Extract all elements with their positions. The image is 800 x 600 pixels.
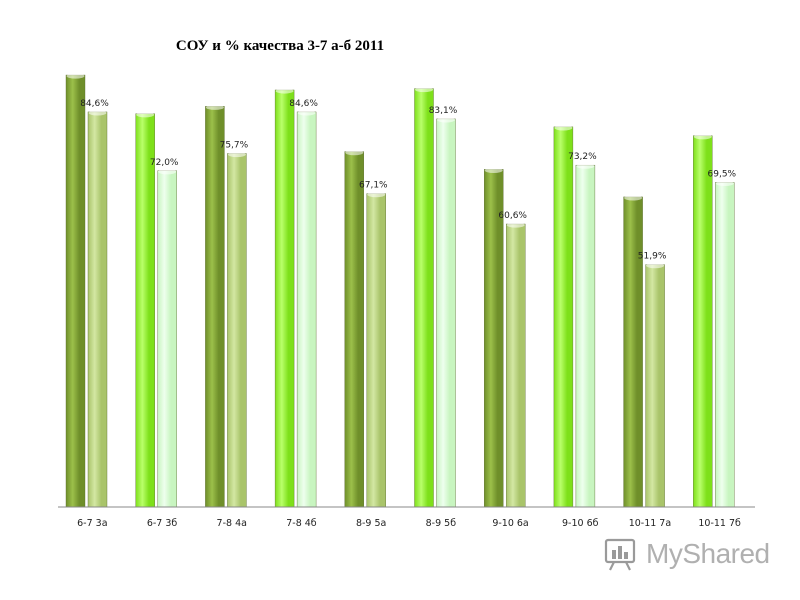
bar-series1-5	[414, 86, 434, 508]
data-label: 84,6%	[289, 99, 318, 109]
data-label: 72,0%	[150, 158, 179, 168]
x-tick-label: 6-7 3б	[147, 518, 178, 529]
x-tick-label: 9-10 6а	[492, 518, 528, 529]
x-tick-label: 10-11 7а	[629, 518, 672, 529]
watermark-text: MyShared	[646, 538, 770, 569]
x-tick-label: 7-8 4б	[286, 518, 317, 529]
bar-series1-7	[553, 125, 574, 508]
data-label: 69,5%	[708, 169, 737, 179]
bar-series2-6	[506, 222, 526, 508]
bar-series1-2	[205, 104, 225, 508]
x-tick-label: 7-8 4а	[217, 518, 247, 529]
x-tick-label: 6-7 3а	[77, 518, 107, 529]
data-label: 73,2%	[568, 152, 597, 162]
bar-series1-8	[623, 195, 643, 508]
bar-series2-8	[645, 263, 665, 508]
watermark: MyShared	[604, 536, 770, 572]
x-tick-label: 9-10 6б	[562, 518, 599, 529]
data-label: 75,7%	[220, 140, 249, 150]
bar-series1-0	[65, 73, 86, 508]
data-label: 67,1%	[359, 181, 388, 191]
bar-series2-3	[296, 110, 317, 508]
bar-series2-4	[366, 192, 386, 508]
data-labels-layer: 84,6% 72,0% 75,7% 84,6% 67,1% 83,1% 60,6% 73,2%…	[80, 99, 736, 262]
ticks-layer: 6-7 3а 6-7 3б 7-8 4а 7-8 4б 8-9 5а 8-9 5б 9-10…	[77, 518, 741, 529]
chart-title: СОУ и % качества 3-7 а-б 2011	[175, 38, 385, 54]
myshared-logo-icon	[604, 538, 636, 571]
bars-layer	[65, 73, 735, 508]
bar-series2-2	[227, 151, 247, 508]
x-tick-label: 8-9 5б	[426, 518, 457, 529]
bar-series1-3	[274, 88, 295, 508]
bar-series2-7	[575, 163, 596, 508]
data-label: 84,6%	[80, 99, 109, 109]
bar-series1-1	[135, 112, 155, 508]
x-tick-label: 8-9 5а	[356, 518, 386, 529]
bar-series2-9	[715, 180, 735, 508]
data-label: 83,1%	[429, 106, 458, 116]
bar-series2-1	[157, 169, 177, 508]
bar-series1-9	[693, 134, 713, 508]
data-label: 60,6%	[498, 211, 527, 221]
bar-series1-4	[344, 150, 364, 508]
x-tick-label: 10-11 7б	[698, 518, 741, 529]
data-label: 51,9%	[638, 252, 667, 262]
bar-series2-0	[87, 110, 108, 508]
bar-series2-5	[436, 117, 456, 508]
